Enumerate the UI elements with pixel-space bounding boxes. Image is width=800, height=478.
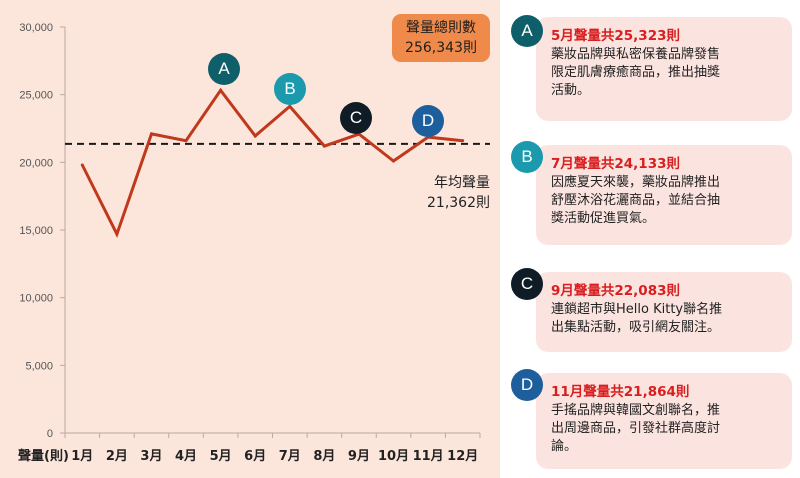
average-volume-value: 21,362則 <box>427 195 490 211</box>
y-tick-label: 30,000 <box>19 22 53 34</box>
annotation-card-b: 7月聲量共24,133則 因應夏天來襲，藥妝品牌推出 舒壓沐浴花灑商品，並結合抽… <box>536 145 792 245</box>
chart-panel: 0 5,000 10,000 15,000 20,000 25,000 30,000 聲量(則… <box>0 0 500 478</box>
total-volume-value: 256,343則 <box>405 40 477 56</box>
average-volume-label: 年均聲量 21,362則 <box>400 173 490 213</box>
data-point <box>115 232 119 236</box>
series-line <box>80 87 463 238</box>
annotation-body: 手搖品牌與韓國文創聯名，推 出周邊商品，引發社群高度討 論。 <box>551 403 721 454</box>
line-chart: 0 5,000 10,000 15,000 20,000 25,000 30,000 聲量(則… <box>18 22 490 464</box>
x-tick-label: 1月 <box>71 449 93 464</box>
data-point <box>392 159 396 163</box>
y-tick-label: 15,000 <box>19 225 53 237</box>
x-tick-label: 11月 <box>413 449 444 464</box>
x-tick-label: 10月 <box>378 449 409 464</box>
annotation-card-c: 9月聲量共22,083則 連鎖超市與Hello Kitty聯名推 出集點活動，吸… <box>536 272 792 352</box>
data-point <box>322 144 326 148</box>
x-tick-label: 8月 <box>313 449 335 464</box>
annotation-marker-d: D <box>511 369 543 401</box>
x-tick-label: 12月 <box>447 449 478 464</box>
data-point <box>149 132 153 136</box>
data-point <box>461 139 465 143</box>
annotation-title: 9月聲量共22,083則 <box>551 283 680 299</box>
total-volume-badge: 聲量總則數 256,343則 <box>392 14 490 62</box>
annotation-title: 5月聲量共25,323則 <box>551 28 680 44</box>
annotation-card-d: 11月聲量共21,864則 手搖品牌與韓國文創聯名，推 出周邊商品，引發社群高度… <box>536 373 792 469</box>
x-tick-label: 6月 <box>244 449 266 464</box>
data-point <box>288 104 292 108</box>
average-volume-title: 年均聲量 <box>434 175 490 191</box>
y-tick-label: 10,000 <box>19 293 53 305</box>
annotation-card-a: 5月聲量共25,323則 藥妝品牌與私密保養品牌發售 限定肌膚療癒商品，推出抽獎… <box>536 17 792 121</box>
annotation-body: 因應夏天來襲，藥妝品牌推出 舒壓沐浴花灑商品，並結合抽 獎活動促進買氣。 <box>551 175 721 226</box>
y-tick-label: 0 <box>47 428 53 440</box>
data-point <box>184 139 188 143</box>
y-tick-label: 25,000 <box>19 90 53 102</box>
chart-marker-a: A <box>208 53 240 85</box>
chart-marker-c: C <box>340 102 372 134</box>
annotation-marker-c: C <box>511 268 543 300</box>
x-tick-label: 9月 <box>348 449 370 464</box>
chart-marker-b: B <box>274 73 306 105</box>
x-axis-title: 聲量(則) <box>18 448 69 464</box>
annotation-title: 7月聲量共24,133則 <box>551 156 680 172</box>
annotation-marker-b: B <box>511 141 543 173</box>
annotation-title: 11月聲量共21,864則 <box>551 384 690 400</box>
x-tick-label: 4月 <box>175 449 197 464</box>
data-point <box>219 88 223 92</box>
x-tick-label: 3月 <box>140 449 162 464</box>
x-tick-label: 5月 <box>210 449 232 464</box>
y-tick-label: 5,000 <box>25 360 53 372</box>
annotation-marker-a: A <box>511 15 543 47</box>
total-volume-label: 聲量總則數 <box>406 20 476 36</box>
data-point <box>253 134 257 138</box>
annotation-body: 藥妝品牌與私密保養品牌發售 限定肌膚療癒商品，推出抽獎 活動。 <box>551 47 721 98</box>
data-point <box>80 163 84 167</box>
annotation-body: 連鎖超市與Hello Kitty聯名推 出集點活動，吸引網友關注。 <box>551 302 723 335</box>
y-tick-label: 20,000 <box>19 157 53 169</box>
chart-marker-d: D <box>412 105 444 137</box>
x-tick-label: 2月 <box>106 449 128 464</box>
x-tick-label: 7月 <box>279 449 301 464</box>
